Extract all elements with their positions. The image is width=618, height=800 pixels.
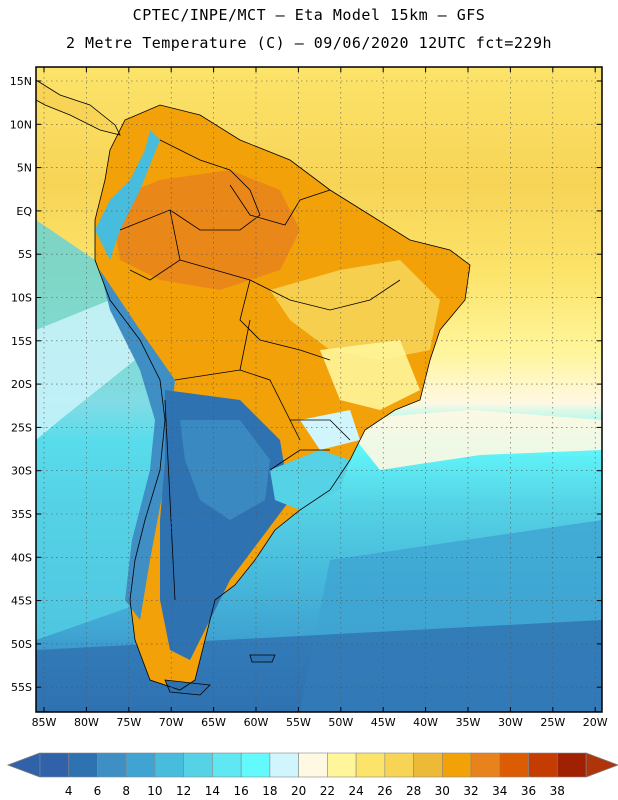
colorbar-swatch	[470, 752, 501, 778]
colorbar-swatch	[39, 752, 70, 778]
lon-label: 55W	[286, 716, 311, 729]
title-line-2: 2 Metre Temperature (C) – 09/06/2020 12U…	[65, 34, 553, 52]
colorbar-swatch	[125, 752, 156, 778]
lat-label: 20S	[11, 378, 32, 391]
colorbar-swatch	[413, 752, 443, 778]
colorbar-left-arrow	[6, 752, 41, 778]
colorbar-tick-label: 10	[147, 784, 162, 798]
colorbar-swatch	[269, 752, 299, 778]
colorbar-tick-label: 24	[348, 784, 363, 798]
colorbar-tick-label: 18	[262, 784, 277, 798]
colorbar: 4 6 8 10 12 14 16 18 20 22 24 26 28 30 32 34 36 38	[6, 752, 618, 798]
colorbar-tick-label: 26	[377, 784, 392, 798]
lon-label: 45W	[371, 716, 396, 729]
colorbar-swatch	[298, 752, 328, 778]
lon-label: 60W	[244, 716, 269, 729]
colorbar-swatch	[384, 752, 414, 778]
colorbar-swatch	[556, 752, 587, 778]
colorbar-tick-label: 4	[65, 784, 73, 798]
latitude-labels: 15N 10N 5N EQ 5S 10S 15S 20S 25S 30S 35S 40S 45S 50S 5…	[10, 75, 33, 694]
colorbar-tick-label: 8	[122, 784, 130, 798]
lon-label: 50W	[328, 716, 353, 729]
lon-label: 40W	[413, 716, 438, 729]
lon-label: 30W	[498, 716, 523, 729]
colorbar-tick-label: 20	[291, 784, 306, 798]
colorbar-swatch	[355, 752, 386, 778]
axis-ticks	[36, 67, 602, 712]
colorbar-tick-label: 32	[463, 784, 478, 798]
colorbar-right-arrow	[585, 752, 618, 778]
lon-label: 70W	[159, 716, 184, 729]
map-frame	[35, 66, 603, 713]
lat-label: 30S	[11, 465, 32, 478]
lon-label: 80W	[74, 716, 99, 729]
map-field	[36, 67, 602, 712]
lat-label: 5S	[18, 248, 32, 261]
lat-label: 5N	[17, 162, 32, 175]
colorbar-tick-label: 16	[234, 784, 249, 798]
lon-label: 25W	[540, 716, 565, 729]
country-borders	[36, 79, 471, 696]
lat-label: EQ	[16, 205, 32, 218]
colorbar-swatch	[97, 752, 127, 778]
colorbar-swatch	[240, 752, 271, 778]
colorbar-tick-label: 30	[435, 784, 450, 798]
colorbar-swatch	[442, 752, 472, 778]
colorbar-tick-label: 22	[320, 784, 335, 798]
lat-label: 45S	[11, 595, 32, 608]
lat-label: 40S	[11, 551, 32, 564]
colorbar-swatch	[154, 752, 184, 778]
lat-label: 55S	[11, 681, 32, 694]
colorbar-tick-label: 12	[176, 784, 191, 798]
lat-label: 35S	[11, 508, 32, 521]
colorbar-swatch	[68, 752, 98, 778]
colorbar-swatch	[528, 752, 558, 778]
lat-label: 25S	[11, 421, 32, 434]
lat-label: 10S	[11, 292, 32, 305]
lon-label: 20W	[583, 716, 608, 729]
colorbar-tick-label: 38	[550, 784, 565, 798]
colorbar-tick-label: 36	[521, 784, 536, 798]
lon-label: 85W	[32, 716, 57, 729]
colorbar-swatch	[183, 752, 213, 778]
lat-label: 15N	[10, 75, 32, 88]
colorbar-tick-label: 6	[94, 784, 102, 798]
colorbar-swatch	[499, 752, 529, 778]
lon-label: 65W	[201, 716, 226, 729]
colorbar-swatch	[327, 752, 357, 778]
title-line-1: CPTEC/INPE/MCT – Eta Model 15km – GFS	[132, 6, 486, 24]
lat-label: 50S	[11, 638, 32, 651]
longitude-labels: 85W 80W 75W 70W 65W 60W 55W 50W 45W 40W 35W 30W 25W 2…	[32, 716, 608, 729]
colorbar-tick-label: 14	[205, 784, 220, 798]
lat-label: 15S	[11, 335, 32, 348]
colorbar-swatch	[212, 752, 242, 778]
colorbar-tick-label: 28	[406, 784, 421, 798]
lon-label: 35W	[456, 716, 481, 729]
lat-label: 10N	[10, 118, 32, 131]
lon-label: 75W	[116, 716, 141, 729]
colorbar-tick-label: 34	[492, 784, 507, 798]
